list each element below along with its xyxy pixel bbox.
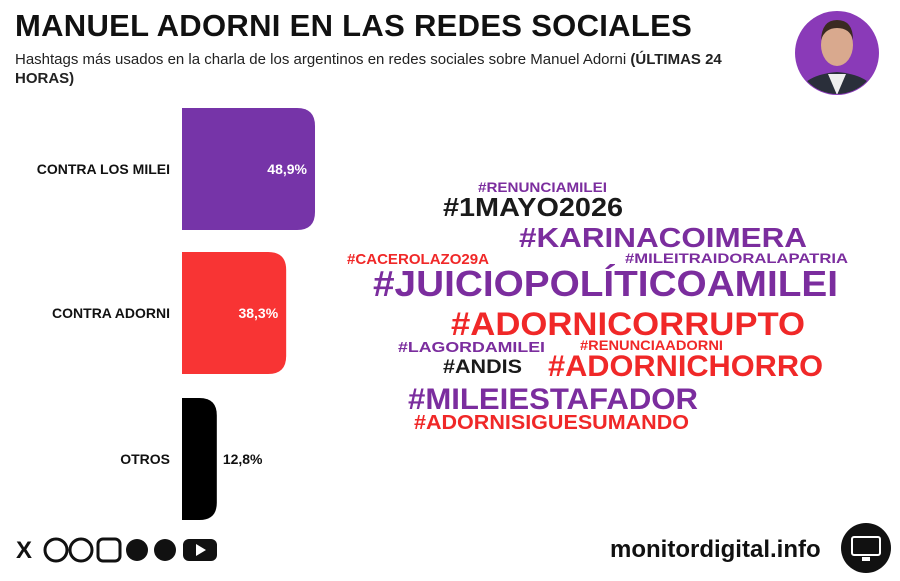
title: MANUEL ADORNI EN LAS REDES SOCIALES (15, 8, 693, 43)
hashtag: #RENUNCIAMILEI (478, 179, 607, 195)
subtitle: Hashtags más usados en la charla de los … (15, 50, 775, 88)
hashtag: #1MAYO2026 (443, 192, 623, 222)
category-label: OTROS (120, 451, 170, 467)
hashtag: #ADORNISIGUESUMANDO (414, 412, 689, 434)
monitor-logo (841, 523, 891, 573)
site-name: monitordigital.info (610, 536, 821, 563)
category-label: CONTRA ADORNI (52, 305, 170, 321)
hashtag: #ADORNICHORRO (548, 350, 823, 383)
bar (182, 252, 287, 374)
hashtag: #LAGORDAMILEI (398, 339, 545, 356)
category-label: CONTRA LOS MILEI (37, 161, 170, 177)
subtitle-text: Hashtags más usados en la charla de los … (15, 51, 627, 68)
hashtag: #ADORNICORRUPTO (451, 306, 805, 342)
portrait (795, 11, 879, 95)
hashtag: #RENUNCIAADORNI (580, 337, 723, 353)
value-label: 38,3% (238, 305, 278, 321)
subtitle-bold: (ÚLTIMAS 24 HORAS) (15, 51, 722, 87)
hashtag: #CACEROLAZO29A (347, 251, 489, 268)
value-label: 12,8% (223, 451, 263, 467)
bar (182, 108, 316, 230)
hashtag: #MILEITRAIDORALAPATRIA (625, 250, 848, 266)
value-label: 48,9% (267, 161, 307, 177)
hashtag: #ANDIS (443, 357, 522, 378)
svg-text:X: X (16, 537, 32, 564)
bar (182, 398, 217, 520)
hashtag: #KARINACOIMERA (519, 222, 807, 253)
social-icons: X (16, 537, 217, 564)
hashtag: #MILEIESTAFADOR (408, 383, 698, 416)
hashtag: #JUICIOPOLÍTICOAMILEI (373, 263, 838, 304)
